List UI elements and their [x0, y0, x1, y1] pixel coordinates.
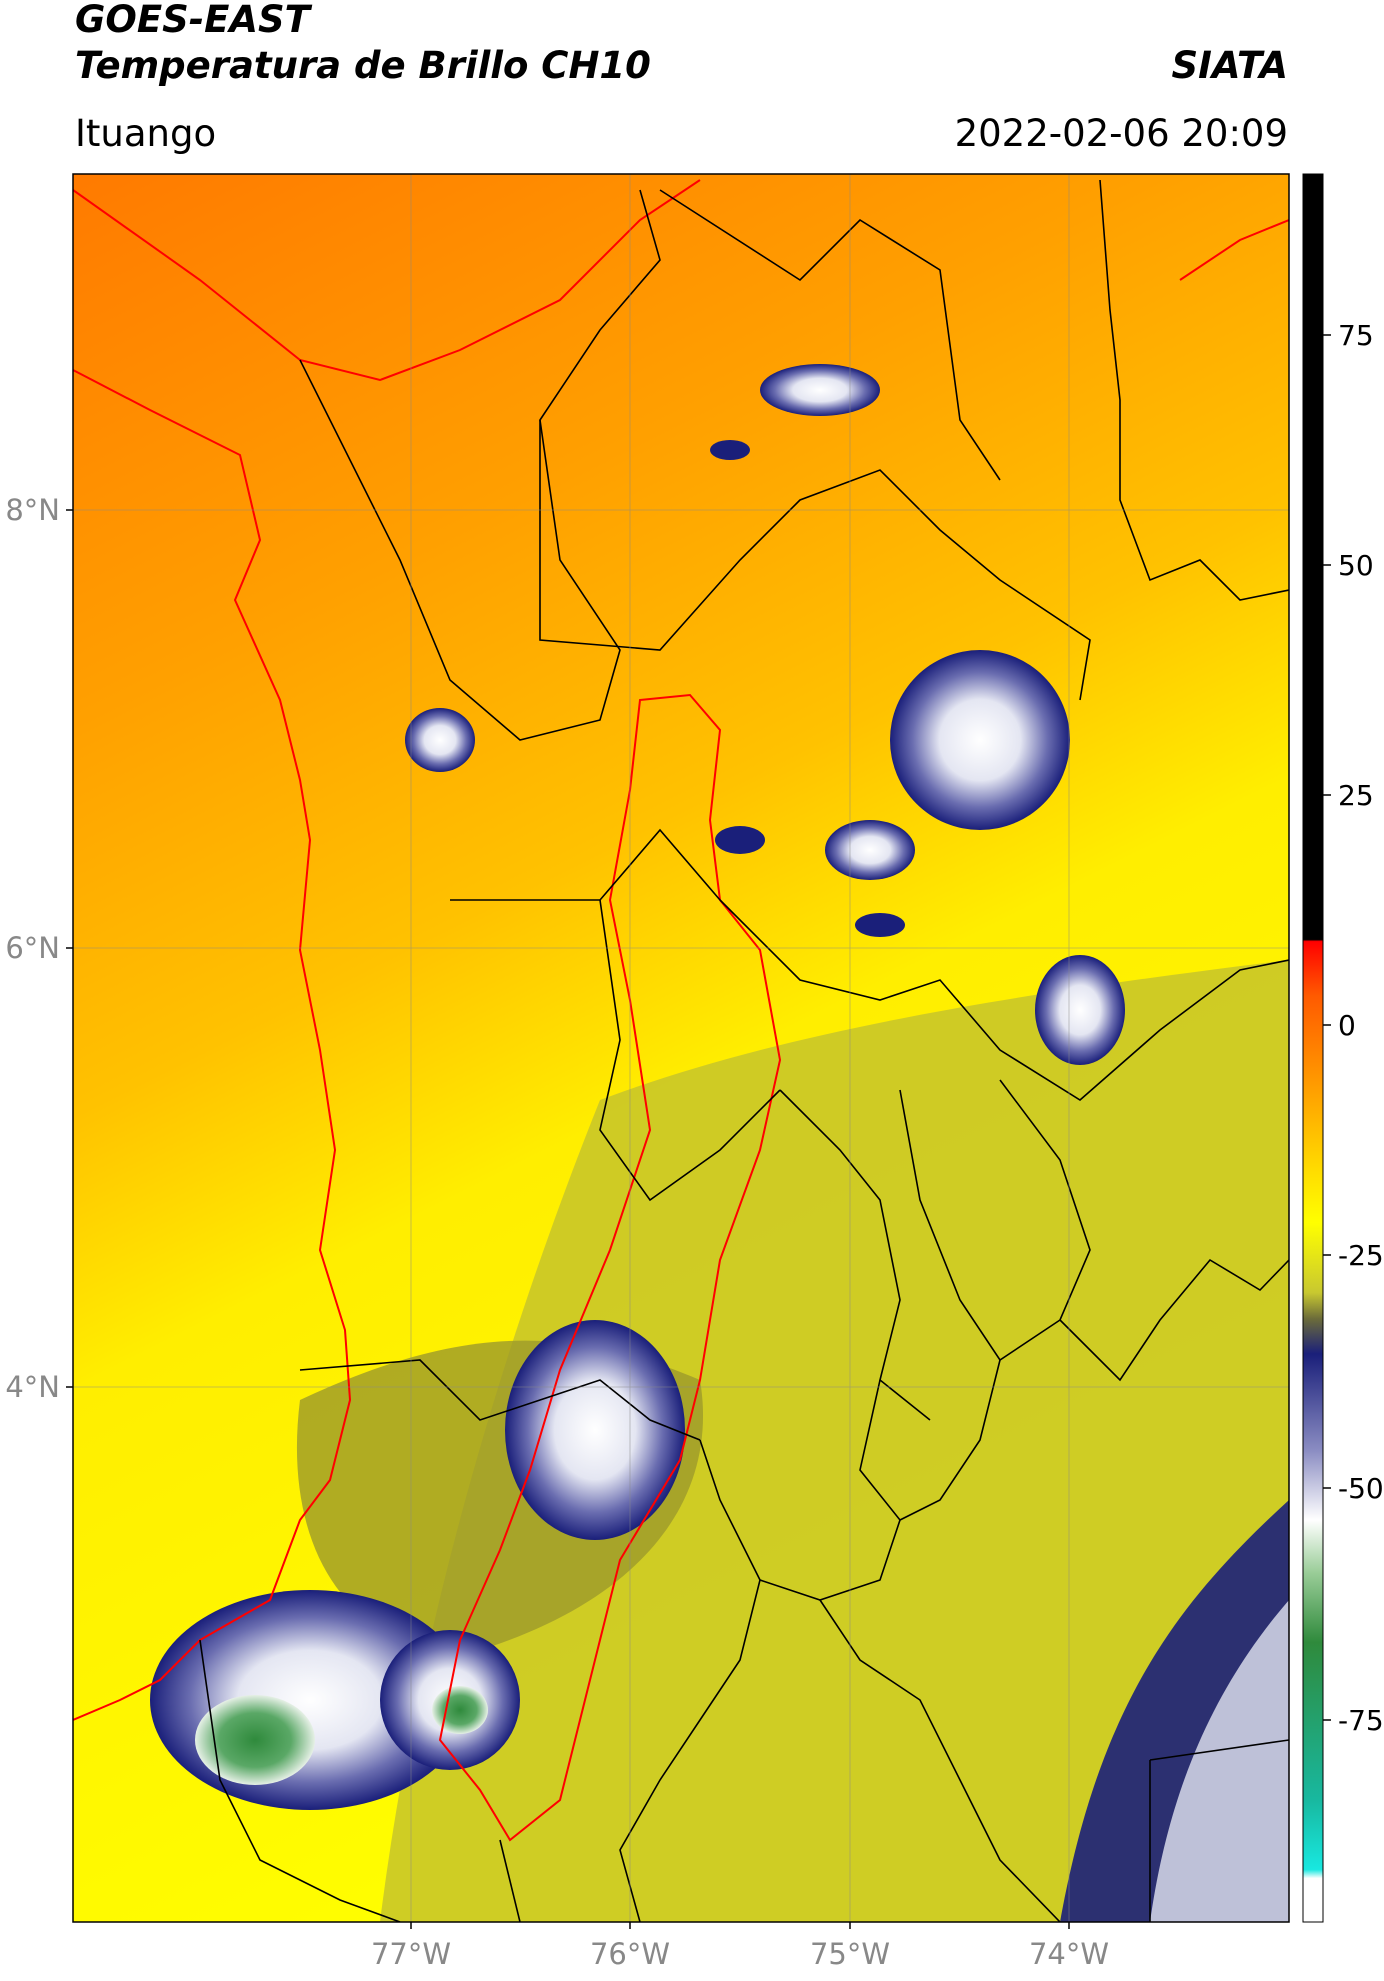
colorbar [1302, 173, 1324, 1923]
colorbar-tick-minus75: -75 [1338, 1704, 1384, 1737]
title-line-1: GOES-EAST [75, 0, 310, 41]
lon-label-75w: 75°W [810, 1937, 890, 1971]
colorbar-tick-25: 25 [1338, 779, 1374, 812]
organization-label: SIATA [1171, 44, 1288, 87]
lat-label-4n: 4°N [5, 1370, 60, 1404]
colorbar-tick-minus25: -25 [1338, 1239, 1384, 1272]
lon-label-76w: 76°W [590, 1937, 670, 1971]
colorbar-tick-0: 0 [1338, 1009, 1356, 1042]
map-frame [72, 173, 1290, 1923]
temperature-field [73, 174, 1289, 1922]
lon-label-74w: 74°W [1029, 1937, 1109, 1971]
lat-label-8n: 8°N [5, 493, 60, 527]
datetime-label: 2022-02-06 20:09 [954, 112, 1288, 155]
region-label: Ituango [75, 112, 217, 155]
colorbar-tick-minus50: -50 [1338, 1472, 1384, 1505]
lon-label-77w: 77°W [371, 1937, 451, 1971]
colorbar-tick-50: 50 [1338, 549, 1374, 582]
title-line-2: Temperatura de Brillo CH10 [75, 44, 651, 87]
colorbar-tick-75: 75 [1338, 319, 1374, 352]
lat-label-6n: 6°N [5, 931, 60, 965]
